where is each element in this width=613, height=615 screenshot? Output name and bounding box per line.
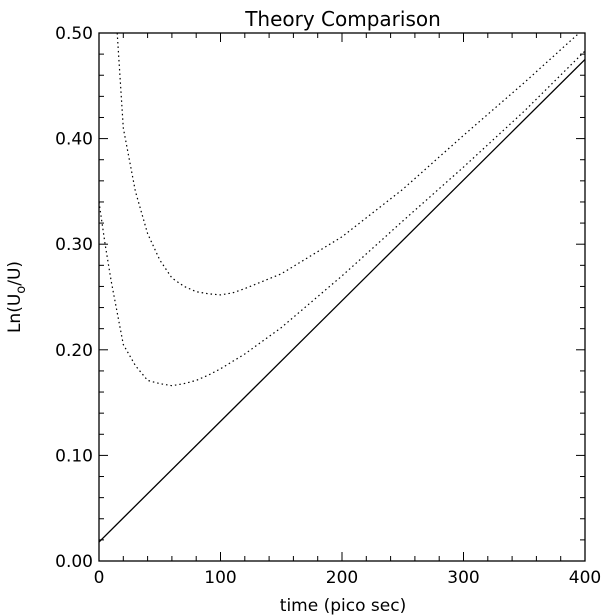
y-tick-label: 0.10	[55, 446, 93, 466]
y-tick-label: 0.40	[55, 130, 93, 150]
y-axis-label-tail: /U)	[5, 261, 25, 286]
x-tick-label: 400	[569, 568, 601, 588]
chart-title: Theory Comparison	[244, 7, 441, 31]
y-axis-label-subscript: o	[14, 286, 29, 294]
series-line-1	[99, 58, 585, 543]
y-axis-label-main: Ln(U	[5, 294, 25, 333]
y-tick-label: 0.20	[55, 341, 93, 361]
x-tick-label: 300	[447, 568, 479, 588]
x-tick-label: 200	[326, 568, 358, 588]
x-tick-label: 0	[94, 568, 105, 588]
y-axis: 0.00 0.10 0.20 0.30 0.40 0.50	[55, 24, 585, 572]
x-axis: 0 100 200 300 400	[94, 33, 601, 588]
y-tick-label: 0.00	[55, 552, 93, 572]
series-line-3	[116, 33, 581, 296]
x-tick-label: 100	[204, 568, 236, 588]
series-line-2	[99, 50, 585, 387]
x-axis-label: time (pico sec)	[280, 596, 406, 615]
y-axis-label: Ln(Uo/U)	[5, 261, 29, 333]
plot-frame	[98, 32, 586, 562]
y-tick-label: 0.50	[55, 24, 93, 44]
y-tick-label: 0.30	[55, 235, 93, 255]
series-layer	[99, 33, 585, 543]
